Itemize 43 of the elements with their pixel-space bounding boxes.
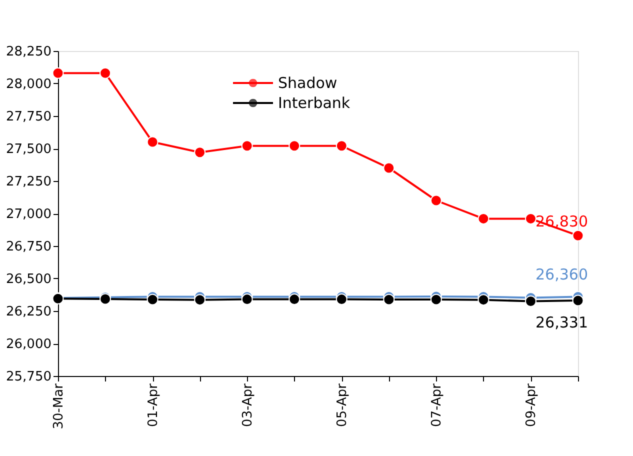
point (478, 212, 490, 224)
legend-label: Interbank (278, 94, 350, 112)
y-tick-label: 28,000 (6, 77, 52, 92)
x-tick-label: 30-Mar (52, 382, 66, 430)
y-tick-label: 27,250 (6, 174, 52, 190)
point (241, 294, 253, 306)
point (194, 146, 206, 158)
x-tick-label: 09-Apr (524, 382, 540, 427)
y-tick-label: 27,000 (6, 207, 52, 222)
point (383, 294, 395, 306)
point (241, 140, 253, 152)
point (383, 162, 395, 174)
y-tick-label: 26,750 (6, 240, 52, 254)
point (524, 212, 536, 224)
point (430, 294, 442, 306)
y-tick-label: 25,750 (6, 370, 52, 384)
y-tick-label: 26,500 (6, 272, 52, 287)
x-tick-label: 07-Apr (430, 382, 445, 427)
point (336, 294, 348, 306)
point (336, 140, 348, 152)
point (52, 67, 64, 79)
point (194, 294, 206, 306)
y-tick-label: 27,750 (6, 110, 52, 124)
point (524, 296, 536, 307)
annotation: 26,331 (536, 313, 588, 332)
point (572, 230, 584, 242)
legend-label: Shadow (278, 74, 338, 92)
point (430, 194, 442, 206)
x-tick-label: 01-Apr (146, 382, 162, 427)
y-tick-label: 27,500 (6, 142, 52, 157)
point (478, 294, 490, 306)
point (146, 136, 158, 148)
y-tick-label: 26,000 (6, 337, 52, 352)
y-tick-label: 28,250 (6, 44, 52, 60)
point (146, 294, 158, 306)
point (288, 294, 300, 306)
point (100, 67, 112, 79)
x-tick-label: 03-Apr (240, 382, 256, 427)
point (572, 294, 584, 306)
x-tick-label: 05-Apr (335, 382, 350, 427)
point (288, 140, 300, 152)
annotation: 26,360 (536, 266, 588, 284)
y-tick-label: 26,250 (6, 304, 52, 320)
